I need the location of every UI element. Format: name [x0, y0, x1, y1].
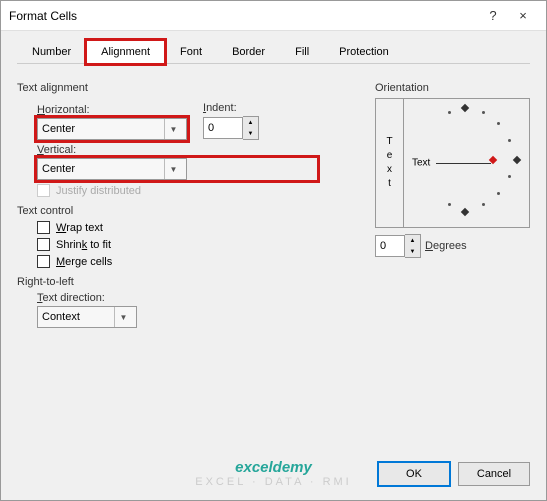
- chevron-down-icon: ▼: [164, 119, 182, 139]
- indent-spinner[interactable]: ▲ ▼: [203, 116, 259, 140]
- dialog-title: Format Cells: [9, 9, 478, 23]
- left-column: Text alignment Horizontal: Center ▼ Inden…: [17, 74, 317, 334]
- degrees-input[interactable]: [375, 235, 405, 257]
- text-alignment-section: Text alignment: [17, 82, 317, 94]
- watermark-brand: exceldemy: [195, 459, 351, 476]
- cancel-button[interactable]: Cancel: [458, 462, 530, 486]
- text-direction-label: Text direction:: [37, 292, 317, 304]
- orientation-section: Orientation: [375, 82, 530, 94]
- tick-dot: [482, 111, 485, 114]
- horizontal-label: Horizontal:: [37, 104, 187, 116]
- close-button[interactable]: ×: [508, 4, 538, 28]
- wrap-text-checkbox[interactable]: Wrap text: [37, 221, 317, 234]
- tick-dot: [448, 203, 451, 206]
- watermark: exceldemy EXCEL · DATA · RMI: [195, 459, 351, 488]
- tab-fill[interactable]: Fill: [280, 40, 324, 64]
- vertical-select[interactable]: Center ▼: [37, 158, 317, 180]
- shrink-to-fit-checkbox[interactable]: Shrink to fit: [37, 238, 317, 251]
- indent-down[interactable]: ▼: [243, 128, 258, 139]
- orientation-dial[interactable]: Text: [404, 99, 529, 227]
- degrees-up[interactable]: ▲: [405, 235, 420, 246]
- help-button[interactable]: ?: [478, 4, 508, 28]
- checkbox-icon[interactable]: [37, 238, 50, 251]
- diamond-marker[interactable]: [513, 156, 521, 164]
- tab-number[interactable]: Number: [17, 40, 86, 64]
- text-control-section: Text control: [17, 205, 317, 217]
- shrink-label: Shrink to fit: [56, 239, 111, 251]
- justify-label: Justify distributed: [56, 185, 141, 197]
- vertical-label: Vertical:: [37, 144, 317, 156]
- orientation-box: Text Text: [375, 98, 530, 228]
- diamond-marker[interactable]: [461, 104, 469, 112]
- tab-protection[interactable]: Protection: [324, 40, 404, 64]
- merge-cells-checkbox[interactable]: Merge cells: [37, 255, 317, 268]
- indent-up[interactable]: ▲: [243, 117, 258, 128]
- dial-line: [436, 163, 491, 164]
- tab-font[interactable]: Font: [165, 40, 217, 64]
- direction-value: Context: [42, 311, 80, 323]
- right-column: Orientation Text Text ▲ ▼: [375, 74, 530, 258]
- rtl-section: Right-to-left: [17, 276, 317, 288]
- justify-distributed-checkbox: Justify distributed: [37, 184, 317, 197]
- merge-label: Merge cells: [56, 256, 112, 268]
- horizontal-value: Center: [42, 123, 75, 135]
- wrap-label: Wrap text: [56, 222, 103, 234]
- tab-bar: Number Alignment Font Border Fill Protec…: [17, 39, 530, 64]
- dialog-footer: OK Cancel: [378, 462, 530, 486]
- watermark-tag: EXCEL · DATA · RMI: [195, 476, 351, 488]
- tick-dot: [448, 111, 451, 114]
- tick-dot: [497, 192, 500, 195]
- tab-border[interactable]: Border: [217, 40, 280, 64]
- orientation-vertical-text[interactable]: Text: [376, 99, 404, 227]
- checkbox-icon[interactable]: [37, 255, 50, 268]
- tick-dot: [497, 122, 500, 125]
- titlebar: Format Cells ? ×: [1, 1, 546, 31]
- checkbox-icon: [37, 184, 50, 197]
- chevron-down-icon: ▼: [114, 307, 132, 327]
- degrees-label: Degrees: [425, 240, 467, 252]
- indent-input[interactable]: [203, 117, 243, 139]
- chevron-down-icon: ▼: [164, 159, 182, 179]
- degrees-down[interactable]: ▼: [405, 246, 420, 257]
- tick-dot: [482, 203, 485, 206]
- horizontal-select[interactable]: Center ▼: [37, 118, 187, 140]
- dialog-body: Number Alignment Font Border Fill Protec…: [1, 31, 546, 334]
- diamond-marker[interactable]: [461, 208, 469, 216]
- text-direction-select[interactable]: Context ▼: [37, 306, 317, 328]
- ok-button[interactable]: OK: [378, 462, 450, 486]
- checkbox-icon[interactable]: [37, 221, 50, 234]
- tick-dot: [508, 139, 511, 142]
- degrees-spinner[interactable]: ▲ ▼: [375, 234, 421, 258]
- tab-alignment[interactable]: Alignment: [86, 40, 165, 64]
- tick-dot: [508, 175, 511, 178]
- vertical-value: Center: [42, 163, 75, 175]
- indent-label: Indent:: [203, 102, 259, 114]
- dial-text: Text: [412, 158, 430, 169]
